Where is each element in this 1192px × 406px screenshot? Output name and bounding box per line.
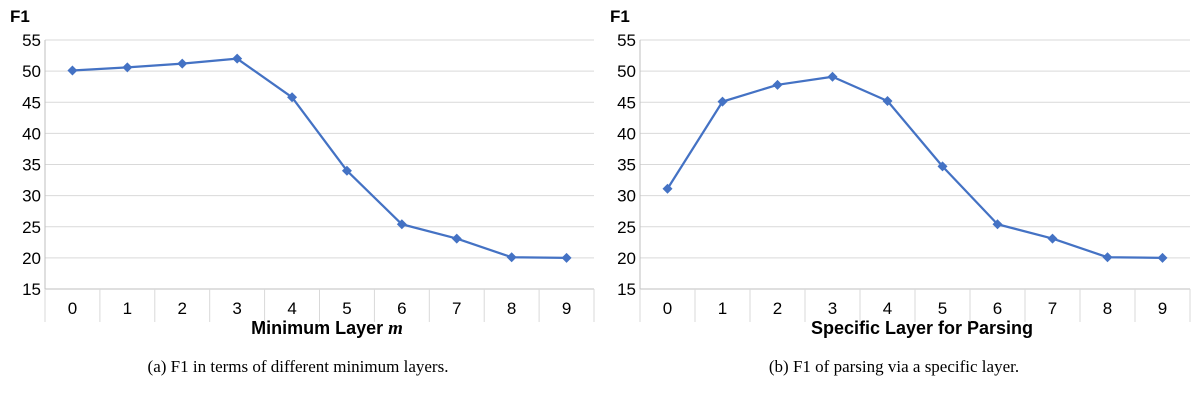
- x-tick-label: 4: [883, 299, 892, 318]
- data-point-marker: [122, 62, 133, 73]
- x-tick-label: 3: [232, 299, 241, 318]
- x-axis-title-text: Minimum Layer: [251, 318, 388, 338]
- x-tick-label: 7: [452, 299, 461, 318]
- x-tick-label: 0: [68, 299, 77, 318]
- x-tick-label: 8: [507, 299, 516, 318]
- x-tick-label: 5: [938, 299, 947, 318]
- y-tick-label: 15: [22, 280, 41, 299]
- data-point-marker: [1047, 233, 1058, 244]
- x-tick-label: 6: [397, 299, 406, 318]
- chart-panel-b: F1 Specific Layer for Parsing 15 20 25 30 35…: [596, 0, 1192, 406]
- x-tick-label: 1: [123, 299, 132, 318]
- data-point-marker: [1102, 252, 1113, 263]
- y-tick-label: 30: [617, 187, 636, 206]
- data-point-marker: [561, 252, 572, 263]
- y-tick-label: 20: [617, 249, 636, 268]
- x-tick-label: 6: [993, 299, 1002, 318]
- data-point-marker: [451, 233, 462, 244]
- data-point-marker: [1157, 252, 1168, 263]
- x-tick-label: 0: [663, 299, 672, 318]
- data-point-marker: [232, 53, 243, 64]
- x-tick-label: 8: [1103, 299, 1112, 318]
- data-point-marker: [992, 219, 1003, 230]
- data-point-marker: [396, 219, 407, 230]
- y-tick-label: 55: [22, 31, 41, 50]
- x-axis-title-text: Specific Layer for Parsing: [811, 318, 1033, 338]
- x-tick-label: 9: [1158, 299, 1167, 318]
- data-point-marker: [506, 252, 517, 263]
- y-tick-label: 40: [617, 124, 636, 143]
- data-point-marker: [67, 65, 78, 76]
- y-tick-label: 50: [22, 62, 41, 81]
- data-point-marker: [882, 96, 893, 107]
- x-tick-label: 5: [342, 299, 351, 318]
- data-point-marker: [662, 183, 673, 194]
- y-tick-label: 35: [22, 156, 41, 175]
- data-point-marker: [341, 165, 352, 176]
- y-tick-label: 45: [617, 93, 636, 112]
- data-point-marker: [827, 71, 838, 82]
- x-tick-label: 1: [718, 299, 727, 318]
- chart-panel-a: F1 Minimum Layer m 15 20 25 30 35 40 45 50 55 0 1 2…: [10, 7, 595, 376]
- data-point-marker: [937, 161, 948, 172]
- y-tick-label: 55: [617, 31, 636, 50]
- data-point-marker: [177, 58, 188, 69]
- y-axis-label: F1: [10, 7, 30, 26]
- y-tick-label: 25: [617, 218, 636, 237]
- y-tick-label: 40: [22, 124, 41, 143]
- x-tick-label: 9: [562, 299, 571, 318]
- x-tick-label: 7: [1048, 299, 1057, 318]
- caption-a: (a) F1 in terms of different minimum lay…: [147, 357, 449, 376]
- y-axis-label: F1: [610, 7, 630, 26]
- x-tick-label: 3: [828, 299, 837, 318]
- x-axis-title-variable: m: [388, 318, 403, 339]
- series-line: [72, 57, 567, 259]
- y-tick-label: 35: [617, 156, 636, 175]
- y-tick-label: 15: [617, 280, 636, 299]
- y-tick-label: 25: [22, 218, 41, 237]
- data-point-marker: [717, 96, 728, 107]
- x-tick-label: 4: [287, 299, 296, 318]
- y-tick-label: 45: [22, 93, 41, 112]
- caption-b: (b) F1 of parsing via a specific layer.: [768, 357, 1020, 376]
- y-tick-label: 30: [22, 187, 41, 206]
- x-axis-title: Minimum Layer m: [251, 318, 403, 339]
- series-line: [666, 75, 1163, 259]
- x-axis-title: Specific Layer for Parsing: [811, 318, 1033, 338]
- y-tick-label: 20: [22, 249, 41, 268]
- data-point-marker: [772, 79, 783, 90]
- x-tick-label: 2: [773, 299, 782, 318]
- y-tick-label: 50: [617, 62, 636, 81]
- chart-b-svg: F1 Specific Layer for Parsing 1520253035…: [610, 7, 1191, 338]
- data-point-marker: [287, 92, 298, 103]
- x-tick-label: 2: [178, 299, 187, 318]
